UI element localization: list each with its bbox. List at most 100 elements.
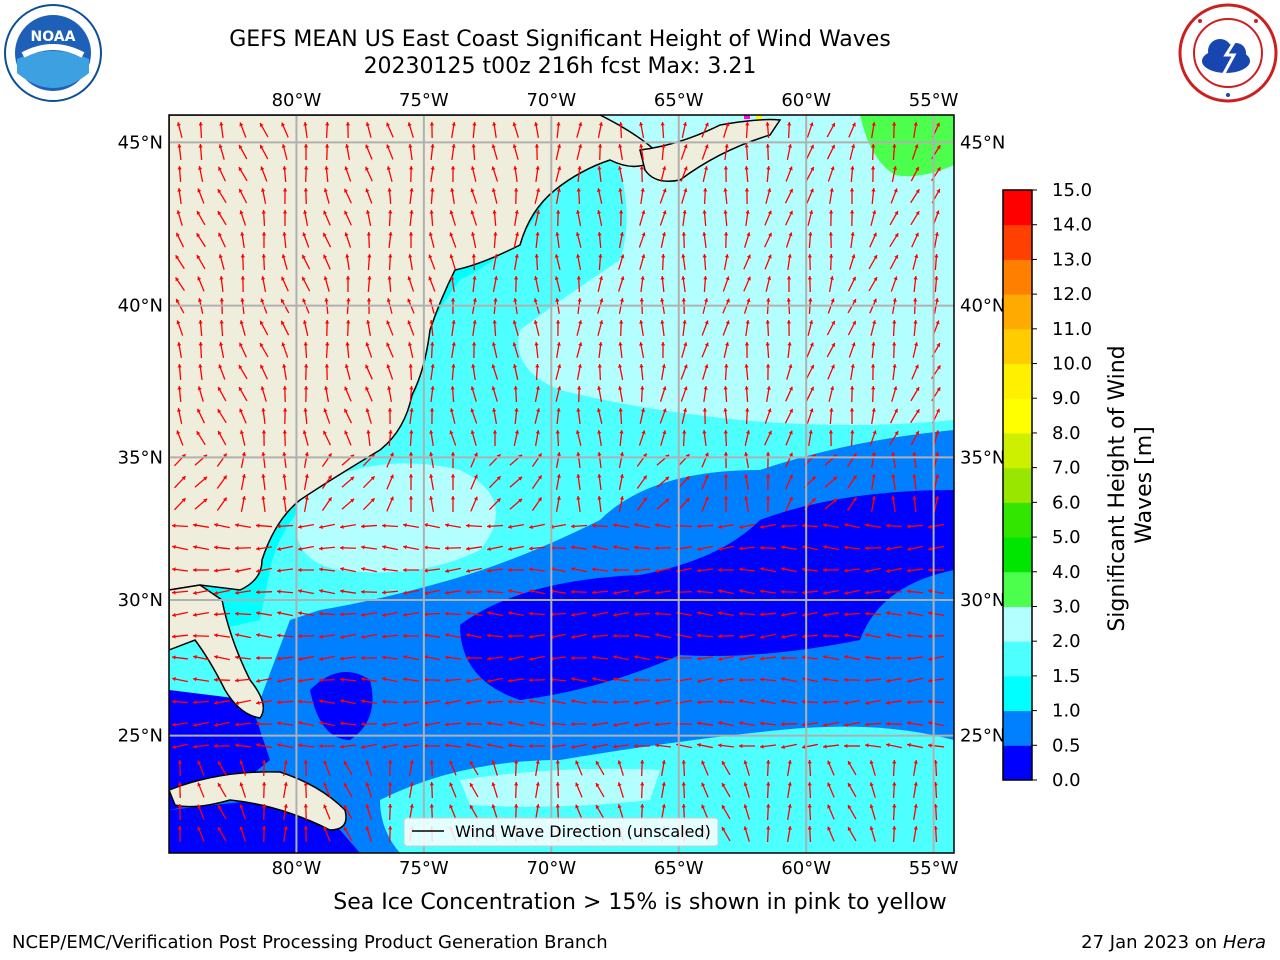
wave-direction-arrow (534, 341, 539, 359)
wave-direction-arrow (555, 452, 561, 468)
wave-direction-arrow (911, 364, 919, 380)
wave-direction-arrow (491, 364, 499, 380)
wave-direction-arrow (321, 475, 333, 489)
wave-direction-arrow (661, 143, 666, 161)
wave-direction-arrow (234, 655, 252, 660)
wave-direction-arrow (597, 429, 602, 447)
wave-direction-arrow (388, 825, 393, 843)
colorbar-tick-label: 5.0 (1052, 527, 1081, 548)
wave-direction-arrow (786, 275, 792, 293)
wave-direction-arrow (802, 611, 818, 618)
wave-direction-arrow (828, 276, 834, 292)
wave-direction-arrow (409, 385, 414, 403)
wave-direction-arrow (492, 276, 498, 292)
wave-direction-arrow (365, 364, 373, 380)
wave-direction-arrow (696, 656, 714, 661)
wave-direction-arrow (556, 407, 561, 425)
wave-direction-arrow (403, 721, 419, 728)
wave-direction-arrow (388, 429, 393, 447)
wave-direction-arrow (613, 523, 629, 528)
wave-direction-arrow (555, 319, 561, 337)
wave-direction-arrow (701, 782, 709, 798)
wave-direction-arrow (576, 187, 581, 205)
wave-direction-arrow (785, 232, 793, 248)
wave-direction-arrow (282, 165, 287, 183)
colorbar-segment (1003, 294, 1032, 330)
wave-direction-arrow (239, 430, 246, 446)
wave-direction-arrow (360, 721, 378, 727)
wave-direction-arrow (702, 429, 707, 447)
wave-direction-arrow (597, 473, 602, 491)
wave-direction-arrow (701, 122, 709, 138)
wave-direction-arrow (214, 721, 230, 727)
wave-direction-arrow (555, 188, 561, 204)
wave-direction-arrow (576, 275, 581, 293)
wave-direction-arrow (217, 210, 227, 226)
wave-direction-arrow (492, 254, 498, 270)
wave-direction-arrow (198, 121, 203, 139)
wave-direction-arrow (445, 632, 461, 639)
wave-direction-arrow (843, 568, 861, 573)
wave-direction-arrow (660, 275, 665, 293)
wave-direction-arrow (723, 231, 729, 249)
wave-direction-arrow (282, 187, 288, 205)
colorbar-segment (1003, 432, 1032, 469)
wave-direction-arrow (597, 386, 603, 402)
wave-region-2.0-caribbean (460, 768, 660, 807)
wave-direction-arrow (654, 655, 672, 660)
wave-direction-arrow (365, 408, 372, 424)
wave-direction-arrow (850, 231, 855, 249)
wave-direction-arrow (218, 364, 226, 380)
wave-direction-arrow (486, 633, 504, 638)
colorbar-segment (1003, 190, 1032, 226)
wave-direction-arrow (198, 341, 203, 359)
land-florida (169, 584, 265, 719)
wave-direction-arrow (424, 654, 440, 661)
wave-direction-arrow (239, 826, 247, 842)
wave-direction-arrow (612, 677, 630, 682)
wave-direction-arrow (822, 567, 840, 573)
wave-direction-arrow (613, 612, 629, 617)
wave-direction-arrow (324, 319, 330, 337)
wave-direction-arrow (323, 188, 330, 204)
wave-direction-arrow (514, 759, 519, 777)
wave-direction-arrow (282, 804, 288, 820)
wave-direction-arrow (360, 589, 378, 594)
wave-direction-arrow (217, 826, 227, 842)
wave-direction-arrow (177, 803, 183, 821)
wave-direction-arrow (303, 385, 309, 403)
wave-direction-arrow (469, 782, 479, 798)
wave-direction-arrow (194, 498, 208, 510)
wave-direction-arrow (429, 474, 435, 490)
wave-direction-arrow (892, 781, 897, 799)
wave-direction-arrow (177, 143, 182, 161)
wave-direction-arrow (786, 144, 793, 160)
wave-direction-arrow (659, 386, 667, 402)
wave-direction-arrow (486, 568, 504, 573)
wave-direction-arrow (197, 826, 205, 842)
wave-direction-arrow (717, 678, 735, 683)
colorbar-segment (1003, 606, 1032, 642)
wave-direction-arrow (576, 320, 583, 336)
wave-direction-arrow (214, 589, 230, 596)
wave-direction-arrow (927, 634, 945, 639)
wave-direction-arrow (429, 429, 434, 447)
wave-direction-arrow (196, 232, 206, 248)
wave-direction-arrow (512, 122, 519, 138)
wave-direction-arrow (449, 232, 457, 248)
wave-direction-arrow (487, 742, 503, 749)
wave-direction-arrow (451, 143, 456, 161)
wave-direction-arrow (219, 275, 224, 293)
wave-direction-arrow (344, 166, 352, 182)
wave-direction-arrow (701, 760, 709, 776)
wave-direction-arrow (780, 524, 798, 529)
wave-direction-arrow (445, 699, 461, 706)
wave-direction-arrow (345, 275, 351, 293)
wave-direction-arrow (319, 523, 335, 530)
colorbar-segment (1003, 502, 1032, 538)
wave-direction-arrow (822, 633, 840, 638)
wave-direction-arrow (239, 408, 247, 424)
wave-direction-arrow (703, 275, 708, 293)
wave-direction-arrow (577, 385, 582, 403)
wave-direction-arrow (784, 408, 794, 424)
